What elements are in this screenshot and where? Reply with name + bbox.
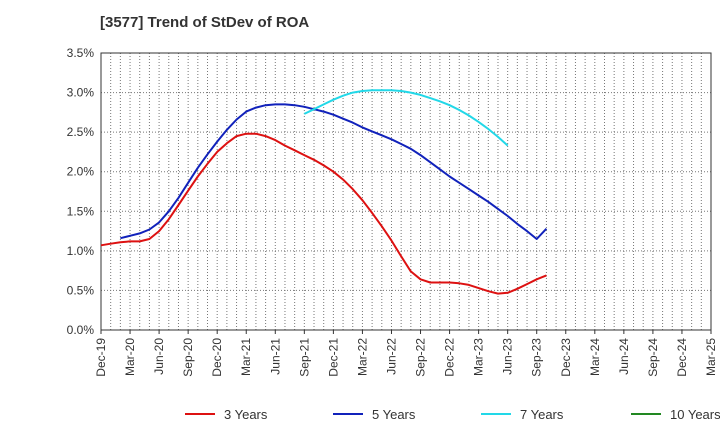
y-tick-label: 3.5%	[67, 46, 95, 60]
y-tick-label: 1.5%	[67, 204, 95, 218]
series-lines	[100, 89, 548, 295]
x-tick-label: Sep-23	[530, 338, 544, 377]
x-tick-label: Dec-22	[443, 338, 457, 377]
x-tick-label: Dec-24	[675, 338, 689, 377]
series-line-7-years	[303, 89, 509, 147]
x-tick-label: Mar-21	[239, 338, 253, 376]
y-tick-label: 1.0%	[67, 244, 95, 258]
x-tick-label: Dec-23	[559, 338, 573, 377]
plot-area	[101, 53, 711, 330]
x-tick-label: Dec-21	[326, 338, 340, 377]
y-tick-label: 3.0%	[67, 86, 95, 100]
legend-label: 7 Years	[520, 407, 564, 422]
x-tick-label: Sep-20	[181, 338, 195, 377]
x-tick-label: Jun-22	[384, 338, 398, 375]
x-tick-label: Mar-24	[588, 338, 602, 376]
grid	[101, 53, 711, 330]
series-line-5-years	[120, 103, 548, 240]
legend-label: 10 Years	[670, 407, 720, 422]
y-tick-label: 2.5%	[67, 125, 95, 139]
plot-border	[100, 52, 712, 331]
x-tick-label: Dec-20	[210, 338, 224, 377]
x-tick-label: Jun-21	[268, 338, 282, 375]
y-tick-label: 0.5%	[67, 283, 95, 297]
x-tick-label: Jun-24	[617, 338, 631, 375]
x-tick-label: Mar-25	[704, 338, 718, 376]
legend-label: 5 Years	[372, 407, 416, 422]
x-tick-label: Sep-21	[297, 338, 311, 377]
x-tick-label: Jun-20	[152, 338, 166, 375]
x-tick-label: Jun-23	[501, 338, 515, 375]
y-tick-label: 0.0%	[67, 323, 95, 337]
x-tick-label: Mar-22	[355, 338, 369, 376]
axes: 0.0% 0.5% 1.0% 1.5% 2.0% 2.5% 3.0% 3.5% Dec-19 Ma…	[67, 46, 718, 377]
series-line-3-years	[100, 132, 547, 295]
x-tick-label: Mar-20	[123, 338, 137, 376]
y-tick-label: 2.0%	[67, 165, 95, 179]
x-tick-label: Dec-19	[94, 338, 108, 377]
x-tick-label: Mar-23	[472, 338, 486, 376]
legend: 3 Years 5 Years 7 Years 10 Years	[185, 407, 720, 422]
x-tick-label: Sep-22	[414, 338, 428, 377]
x-tick-label: Sep-24	[646, 338, 660, 377]
chart-title: [3577] Trend of StDev of ROA	[100, 14, 310, 31]
legend-label: 3 Years	[224, 407, 268, 422]
